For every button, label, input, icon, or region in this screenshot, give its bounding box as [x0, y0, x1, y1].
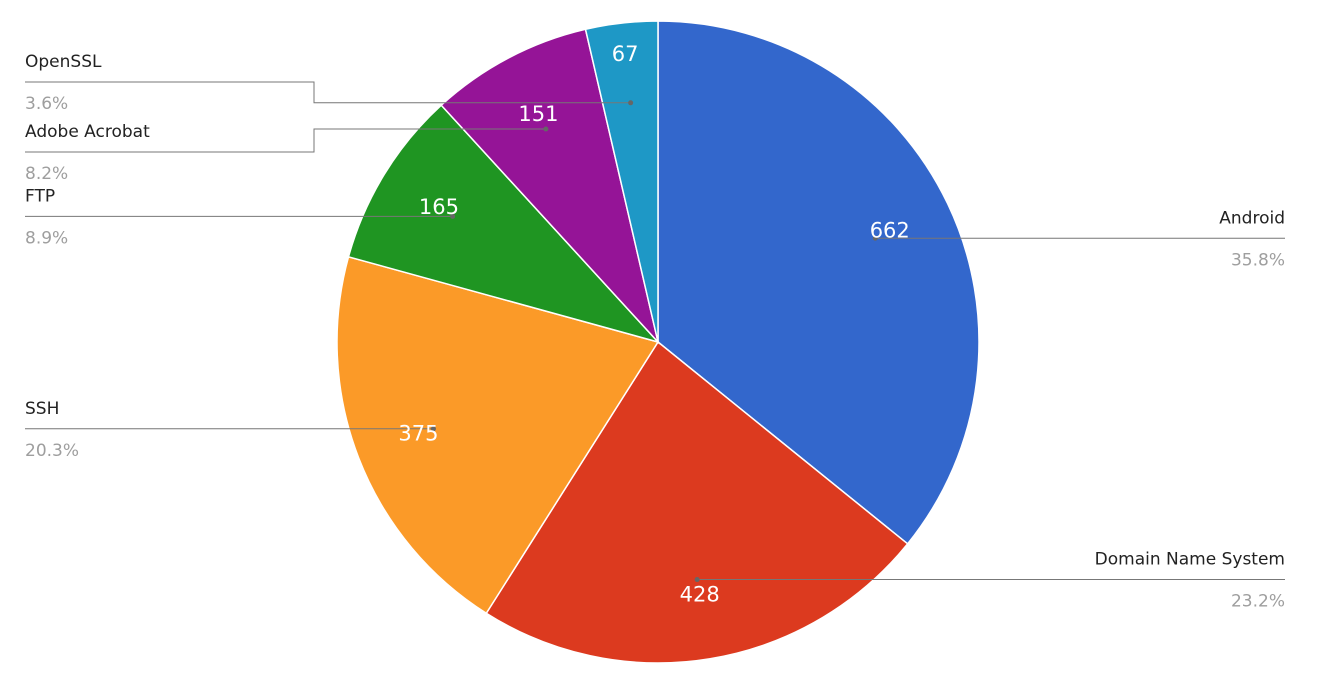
pie-slice [336, 255, 660, 615]
value-label: 151 [518, 102, 558, 126]
legend-label: FTP [25, 186, 55, 206]
percent-label: 8.9% [25, 228, 68, 248]
value-label: 662 [870, 218, 910, 242]
leader-dot [694, 577, 700, 583]
leader-dot [872, 235, 878, 241]
leader-dot [543, 126, 549, 132]
legend-label: Adobe Acrobat [25, 122, 150, 142]
pie-slice [347, 104, 661, 344]
percent-label: 8.2% [25, 164, 68, 184]
percent-label: 23.2% [1231, 592, 1285, 612]
leader-line [25, 128, 546, 153]
legend-label: Domain Name System [1095, 550, 1285, 570]
legend-label: Android [1219, 208, 1285, 228]
leader-dot [628, 100, 634, 106]
value-label: 428 [680, 582, 720, 606]
percent-label: 20.3% [25, 441, 79, 461]
value-label: 165 [419, 195, 459, 219]
legend-label: SSH [25, 399, 59, 419]
legend-label: OpenSSL [25, 52, 102, 72]
leader-dot [450, 213, 456, 219]
leader-line [25, 81, 631, 104]
leader-dot [430, 426, 436, 432]
pie-slice [485, 340, 909, 664]
pie-slice [657, 20, 980, 545]
pie-slice [440, 28, 660, 345]
percent-label: 35.8% [1231, 250, 1285, 270]
percent-label: 3.6% [25, 94, 68, 114]
value-label: 67 [612, 42, 639, 66]
pie-slice [584, 20, 659, 343]
value-label: 375 [398, 422, 438, 446]
